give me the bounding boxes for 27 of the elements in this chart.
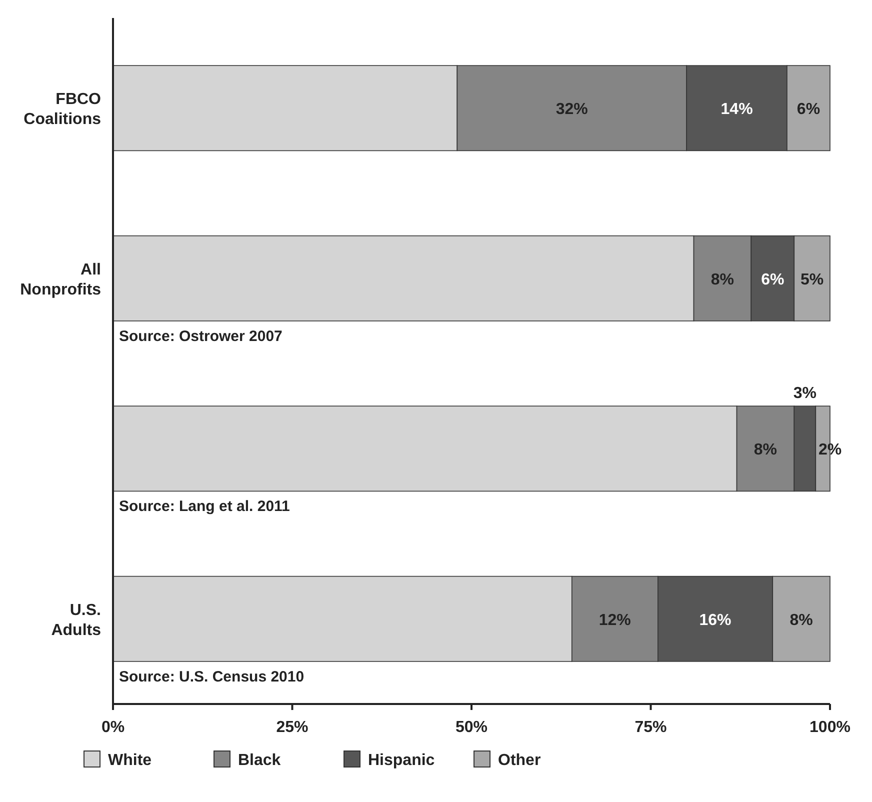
legend-label: Black [238, 752, 281, 769]
legend-label: Other [498, 752, 541, 769]
data-label: 5% [800, 271, 824, 288]
data-label: 14% [720, 101, 753, 118]
legend-label: Hispanic [368, 752, 435, 769]
y-tick-label: U.S. Adults [51, 602, 102, 639]
x-tick-label: 50% [455, 719, 488, 736]
annotation: Source: U.S. Census 2010 [119, 668, 304, 686]
x-tick-label: 100% [810, 719, 850, 736]
data-label: 8% [710, 271, 734, 288]
x-tick-label: 75% [634, 719, 667, 736]
annotation: Source: Lang et al. 2011 [119, 498, 290, 516]
data-label: 12% [598, 612, 631, 629]
data-label: 2% [818, 442, 842, 459]
y-tick-label: All Nonprofits [20, 261, 102, 298]
legend-label: White [108, 752, 152, 769]
data-label: 6% [761, 271, 784, 288]
data-label: 3% [793, 385, 816, 402]
data-label: 8% [790, 612, 813, 629]
data-label: 32% [556, 101, 588, 118]
x-tick-label: 0% [101, 719, 125, 736]
annotation: Source: Ostrower 2007 [119, 328, 282, 345]
data-label: 16% [699, 612, 732, 629]
data-label: 8% [754, 442, 778, 459]
data-label: 6% [796, 101, 820, 118]
x-tick-label: 25% [276, 719, 308, 736]
y-tick-label: FBCO Coalitions [24, 91, 102, 128]
